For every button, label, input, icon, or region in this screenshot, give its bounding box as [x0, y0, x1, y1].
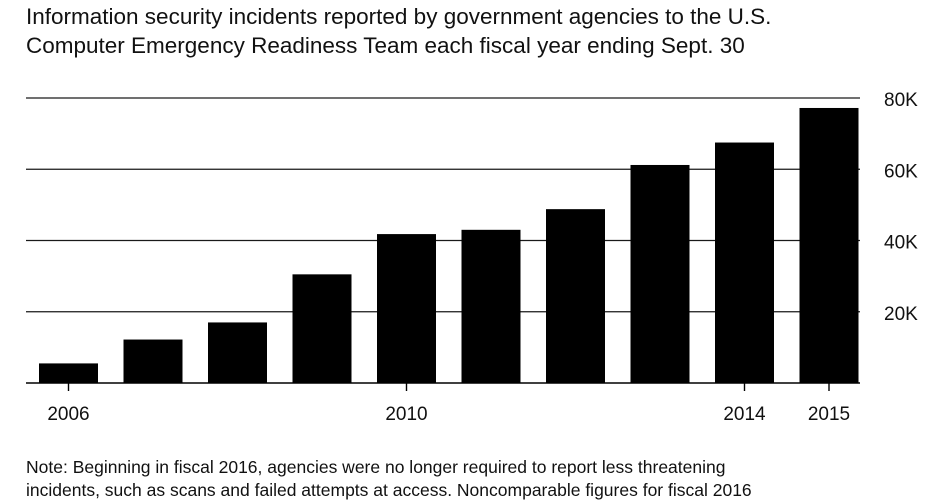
chart-subtitle: Information security incidents reported … [26, 2, 926, 60]
bar-2010 [377, 234, 436, 383]
x-tick-label: 2015 [808, 404, 850, 425]
bar-2008 [208, 322, 267, 383]
bar-2009 [292, 274, 352, 383]
bars [39, 107, 859, 383]
x-tick-label: 2010 [385, 404, 427, 425]
bar-2013 [630, 164, 690, 383]
x-tick-label: 2014 [723, 404, 766, 425]
bar-chart: 20K 40K 60K 80K 2006 2010 2014 2015 [26, 90, 918, 425]
y-tick-label: 40K [884, 233, 918, 254]
chart-note: Note: Beginning in fiscal 2016, agencies… [26, 456, 941, 502]
y-tick-label: 80K [884, 90, 918, 111]
y-tick-label: 20K [884, 304, 918, 325]
subtitle-line-2: Computer Emergency Readiness Team each f… [26, 33, 745, 58]
bar-2011 [461, 229, 521, 383]
bar-2015 [799, 107, 859, 383]
axes: 20K 40K 60K 80K 2006 2010 2014 2015 [26, 90, 918, 425]
bar-2012 [546, 209, 605, 383]
note-line-1: Note: Beginning in fiscal 2016, agencies… [26, 457, 726, 477]
subtitle-line-1: Information security incidents reported … [26, 4, 772, 29]
bar-2014 [715, 142, 774, 383]
y-tick-label: 60K [884, 161, 918, 182]
bar-2007 [123, 339, 183, 383]
note-line-2: incidents, such as scans and failed atte… [26, 480, 752, 500]
x-tick-label: 2006 [47, 404, 89, 425]
bar-2006 [39, 363, 98, 383]
